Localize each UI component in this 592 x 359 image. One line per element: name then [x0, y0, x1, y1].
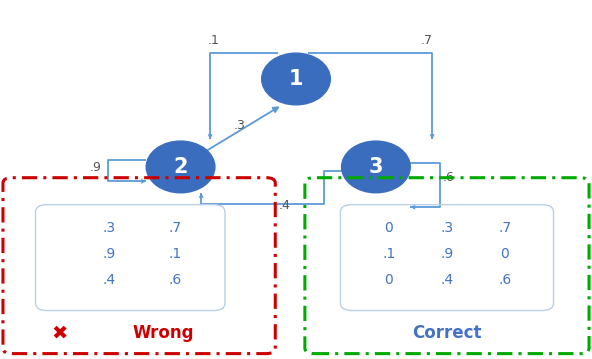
Text: 1: 1 — [289, 69, 303, 89]
Text: 3: 3 — [369, 157, 383, 177]
Text: 2: 2 — [173, 157, 188, 177]
Text: .3: .3 — [234, 119, 246, 132]
Text: .9: .9 — [103, 247, 116, 261]
Text: 0: 0 — [385, 221, 393, 235]
Text: .6: .6 — [498, 273, 511, 286]
Ellipse shape — [342, 141, 410, 193]
Text: .6: .6 — [443, 171, 455, 184]
Ellipse shape — [262, 53, 330, 105]
Text: .1: .1 — [207, 34, 219, 47]
Text: .9: .9 — [90, 160, 102, 173]
Text: .7: .7 — [168, 221, 181, 235]
Text: .7: .7 — [420, 34, 432, 47]
Text: .4: .4 — [278, 199, 290, 212]
Text: .4: .4 — [103, 273, 116, 286]
Text: 0: 0 — [385, 273, 393, 286]
Text: .1: .1 — [382, 247, 395, 261]
Text: ✖: ✖ — [51, 323, 67, 342]
Text: .3: .3 — [440, 221, 453, 235]
Text: .9: .9 — [440, 247, 453, 261]
Ellipse shape — [146, 141, 215, 193]
Text: .1: .1 — [168, 247, 181, 261]
Text: .4: .4 — [440, 273, 453, 286]
Text: Wrong: Wrong — [132, 324, 194, 342]
Text: .7: .7 — [498, 221, 511, 235]
Text: .6: .6 — [168, 273, 181, 286]
Text: .3: .3 — [103, 221, 116, 235]
Text: Correct: Correct — [412, 324, 482, 342]
Text: 0: 0 — [501, 247, 509, 261]
